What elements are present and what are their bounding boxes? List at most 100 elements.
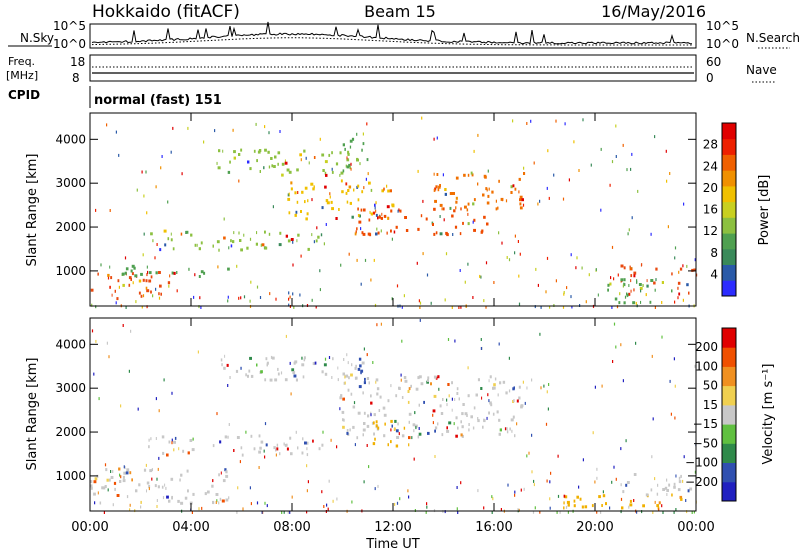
- power-data-layer: [90, 116, 698, 309]
- data-cell: [357, 411, 361, 415]
- data-cell: [430, 382, 432, 386]
- data-cell: [646, 279, 648, 283]
- data-cell: [655, 278, 657, 282]
- data-cell: [233, 156, 236, 160]
- data-cell: [442, 398, 444, 401]
- data-cell: [284, 378, 288, 382]
- data-cell: [226, 363, 229, 367]
- nave-tick-top: 60: [706, 55, 721, 69]
- data-cell: [602, 494, 606, 498]
- data-cell: [383, 214, 387, 218]
- data-cell: [671, 493, 673, 497]
- data-cell: [128, 276, 132, 280]
- data-cell: [212, 479, 214, 483]
- data-cell: [598, 495, 601, 499]
- noise-cell: [613, 277, 615, 281]
- noise-cell: [578, 169, 580, 172]
- data-cell: [142, 278, 145, 282]
- data-cell: [455, 206, 457, 210]
- noise-cell: [677, 296, 679, 300]
- data-cell: [487, 194, 490, 198]
- data-cell: [221, 499, 225, 503]
- noise-cell: [553, 173, 555, 177]
- noise-cell: [106, 123, 108, 127]
- data-cell: [253, 149, 256, 153]
- noise-cell: [631, 216, 633, 220]
- data-cell: [220, 358, 223, 362]
- noise-cell: [112, 470, 114, 473]
- data-cell: [130, 269, 133, 273]
- noise-cell: [275, 453, 277, 457]
- data-cell: [403, 426, 406, 430]
- data-cell: [374, 437, 376, 441]
- noise-cell: [172, 126, 174, 130]
- data-cell: [518, 177, 521, 181]
- data-cell: [93, 492, 96, 496]
- data-cell: [157, 485, 160, 489]
- data-cell: [230, 244, 233, 248]
- noise-cell: [620, 510, 622, 514]
- data-cell: [238, 231, 240, 235]
- noise-cell: [143, 194, 145, 198]
- data-cell: [374, 203, 376, 207]
- data-cell: [473, 198, 476, 202]
- noise-cell: [661, 335, 663, 339]
- data-cell: [482, 193, 485, 197]
- data-cell: [329, 195, 331, 199]
- data-cell: [625, 483, 628, 487]
- noise-cell: [415, 426, 417, 430]
- data-cell: [433, 207, 436, 211]
- data-cell: [356, 436, 359, 440]
- data-cell: [628, 284, 630, 287]
- data-cell: [375, 232, 378, 236]
- noise-cell: [227, 384, 229, 387]
- noise-cell: [391, 297, 393, 301]
- noise-cell: [615, 124, 617, 128]
- data-cell: [467, 394, 470, 398]
- noise-cell: [518, 274, 520, 278]
- data-cell: [306, 441, 309, 445]
- noise-cell: [95, 339, 97, 343]
- data-cell: [448, 421, 452, 425]
- noise-cell: [122, 324, 124, 327]
- data-cell: [434, 199, 437, 203]
- data-cell: [122, 283, 125, 287]
- data-cell: [352, 425, 355, 429]
- data-cell: [335, 217, 338, 220]
- data-cell: [497, 206, 499, 210]
- data-cell: [677, 488, 681, 492]
- noise-cell: [307, 480, 309, 484]
- data-cell: [460, 433, 463, 437]
- noise-cell: [477, 133, 479, 137]
- noise-cell: [319, 269, 321, 273]
- data-cell: [387, 216, 389, 220]
- data-cell: [404, 379, 408, 383]
- data-cell: [286, 447, 289, 451]
- data-cell: [293, 374, 297, 378]
- data-cell: [114, 289, 116, 293]
- data-cell: [326, 201, 330, 205]
- data-cell: [256, 231, 258, 235]
- data-cell: [380, 216, 383, 220]
- data-cell: [331, 151, 333, 155]
- data-cell: [678, 476, 681, 480]
- noise-cell: [635, 341, 637, 345]
- data-cell: [179, 478, 181, 482]
- data-cell: [326, 199, 328, 203]
- data-cell: [418, 403, 420, 407]
- data-cell: [383, 434, 386, 438]
- data-cell: [306, 453, 309, 457]
- data-cell: [164, 483, 166, 487]
- data-cell: [444, 192, 447, 196]
- noise-cell: [518, 190, 520, 194]
- colorbar-tick-label: −50: [693, 436, 718, 450]
- noise-cell: [201, 506, 203, 510]
- data-cell: [265, 357, 268, 361]
- noise-cell: [327, 507, 329, 511]
- noise-cell: [630, 167, 632, 171]
- data-cell: [192, 492, 195, 496]
- data-cell: [297, 233, 300, 237]
- data-cell: [94, 477, 98, 481]
- noise-cell: [191, 511, 193, 514]
- data-cell: [288, 170, 292, 174]
